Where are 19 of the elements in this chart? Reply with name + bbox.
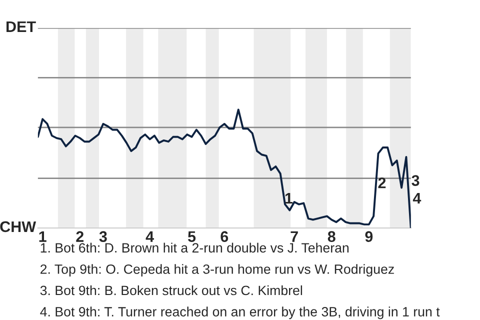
x-tick-label: 7 [290,231,298,242]
text: 1. Bot 6th: D. Brown hit a 2-run double vs J. Teheran [40,242,349,253]
x-tick-label: 8 [328,231,336,242]
text: 2. Top 9th: O. Cepeda hit a 3-run home run vs W. Rodriguez [40,264,394,277]
text: CHW [0,221,36,232]
annotation: 1 [285,193,293,204]
text: 4 [412,193,422,204]
x-tick-label: 3 [99,231,107,242]
x-tick-label: 6 [220,231,228,242]
x-tick-label: 2 [76,231,84,242]
x-tick-label: 1 [39,231,46,242]
x-tick-label: 4 [146,231,154,242]
text: 4. Bot 9th: T. Turner reached on an error by the 3B, driving in 1 run t [40,306,440,320]
x-tick-label: 5 [188,231,196,242]
text: 3. Bot 9th: B. Boken struck out vs C. Kimbrel [40,285,302,296]
text: DET [6,21,36,32]
annotation: 2 [378,177,386,188]
text: 3 [412,175,420,186]
x-tick-label: 9 [365,231,373,242]
